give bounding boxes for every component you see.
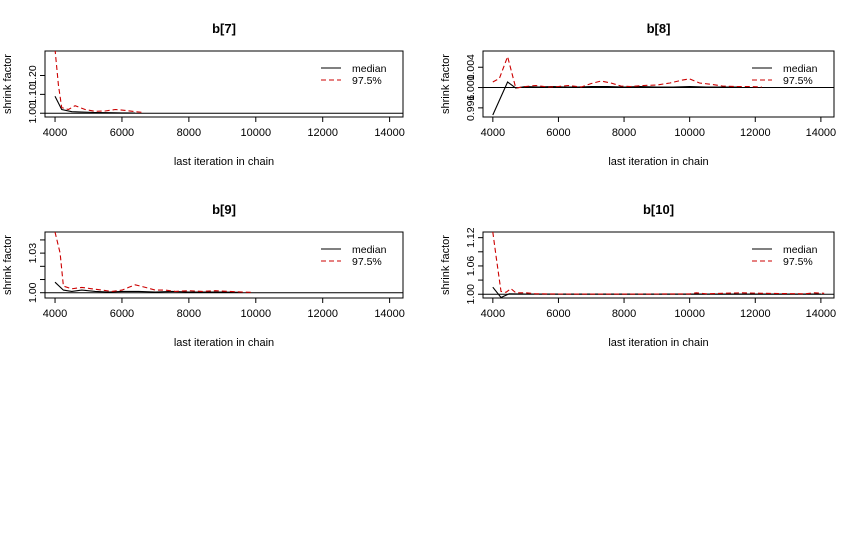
series-97-5-line bbox=[492, 54, 762, 89]
legend-entry: median bbox=[352, 244, 387, 256]
y-tick-label: 1.06 bbox=[465, 256, 477, 277]
x-tick-label: 10000 bbox=[674, 127, 705, 139]
x-axis-label: last iteration in chain bbox=[174, 337, 274, 349]
x-tick-label: 12000 bbox=[740, 127, 771, 139]
legend-entry: 97.5% bbox=[783, 75, 813, 87]
panel-title: b[10] bbox=[643, 202, 674, 217]
y-axis-label: shrink factor bbox=[440, 54, 452, 114]
x-tick-label: 10000 bbox=[240, 127, 271, 139]
x-tick-label: 4000 bbox=[481, 308, 505, 320]
x-tick-label: 6000 bbox=[110, 308, 134, 320]
x-axis-label: last iteration in chain bbox=[608, 337, 708, 349]
x-tick-label: 14000 bbox=[374, 127, 405, 139]
panel-title: b[8] bbox=[647, 21, 671, 36]
panel-title: b[7] bbox=[212, 21, 236, 36]
x-tick-label: 14000 bbox=[806, 127, 837, 139]
x-axis-label: last iteration in chain bbox=[608, 156, 708, 168]
x-tick-label: 12000 bbox=[307, 127, 338, 139]
x-tick-label: 6000 bbox=[546, 308, 570, 320]
x-tick-label: 8000 bbox=[612, 127, 636, 139]
plot-frame bbox=[44, 231, 404, 299]
series-97-5-line bbox=[492, 232, 825, 295]
series-median-line bbox=[54, 96, 136, 114]
panel-1: b[7] 4000 6000 8000 10000 12000 14000 1.001.101… bbox=[2, 21, 405, 168]
legend-entry: 97.5% bbox=[352, 75, 382, 87]
series-97-5-line bbox=[54, 51, 143, 113]
x-axis-label: last iteration in chain bbox=[174, 156, 274, 168]
y-tick-label: 1.004 bbox=[465, 54, 477, 80]
y-axis-label: shrink factor bbox=[2, 235, 14, 295]
series-median-line bbox=[54, 281, 240, 293]
y-tick-label: 1.00 bbox=[27, 103, 39, 124]
x-tick-label: 6000 bbox=[110, 127, 134, 139]
plot-frame bbox=[482, 231, 835, 299]
x-tick-label: 14000 bbox=[806, 308, 837, 320]
legend-entry: 97.5% bbox=[783, 256, 813, 268]
plot-frame bbox=[44, 50, 404, 118]
y-tick-label: 1.00 bbox=[27, 282, 39, 303]
panel-4: b[10] 4000 6000 8000 10000 12000 14000 1.00 1.06… bbox=[440, 202, 836, 349]
legend-entry: median bbox=[783, 63, 818, 75]
y-tick-label: 0.996 bbox=[465, 95, 477, 121]
legend-entry: median bbox=[352, 63, 387, 75]
series-group bbox=[54, 51, 143, 114]
series-97-5-line bbox=[54, 232, 253, 293]
x-tick-label: 4000 bbox=[43, 308, 67, 320]
y-axis-label: shrink factor bbox=[2, 54, 14, 114]
series-median-line bbox=[492, 286, 821, 298]
y-tick-label: 1.00 bbox=[465, 284, 477, 305]
x-tick-label: 4000 bbox=[43, 127, 67, 139]
x-tick-label: 4000 bbox=[481, 127, 505, 139]
series-group bbox=[54, 232, 253, 293]
x-tick-label: 8000 bbox=[612, 308, 636, 320]
x-tick-label: 12000 bbox=[740, 308, 771, 320]
series-group bbox=[492, 54, 762, 116]
y-tick-label: 1.000 bbox=[465, 74, 477, 100]
plot-frame bbox=[482, 50, 835, 118]
panel-title: b[9] bbox=[212, 202, 236, 217]
y-tick-label: 1.20 bbox=[27, 65, 39, 86]
legend-entry: 97.5% bbox=[352, 256, 382, 268]
x-tick-label: 6000 bbox=[546, 127, 570, 139]
series-median-line bbox=[492, 81, 739, 116]
y-tick-label: 1.12 bbox=[465, 227, 477, 248]
x-tick-label: 8000 bbox=[177, 308, 201, 320]
y-tick-label: 1.03 bbox=[27, 243, 39, 264]
panel-2: b[8]4000 6000 8000 10000 12000 140000.9961.00… bbox=[440, 21, 836, 168]
x-tick-label: 8000 bbox=[177, 127, 201, 139]
x-tick-label: 10000 bbox=[240, 308, 271, 320]
x-tick-label: 12000 bbox=[307, 308, 338, 320]
x-tick-label: 10000 bbox=[674, 308, 705, 320]
y-axis-label: shrink factor bbox=[440, 235, 452, 295]
y-tick-label: 1.10 bbox=[27, 84, 39, 105]
x-tick-label: 14000 bbox=[374, 308, 405, 320]
panel-3: b[9] 4000 6000 8000 10000 12000 14000 1.00 1.03 l… bbox=[2, 202, 405, 349]
legend-entry: median bbox=[783, 244, 818, 256]
series-group bbox=[492, 232, 825, 298]
